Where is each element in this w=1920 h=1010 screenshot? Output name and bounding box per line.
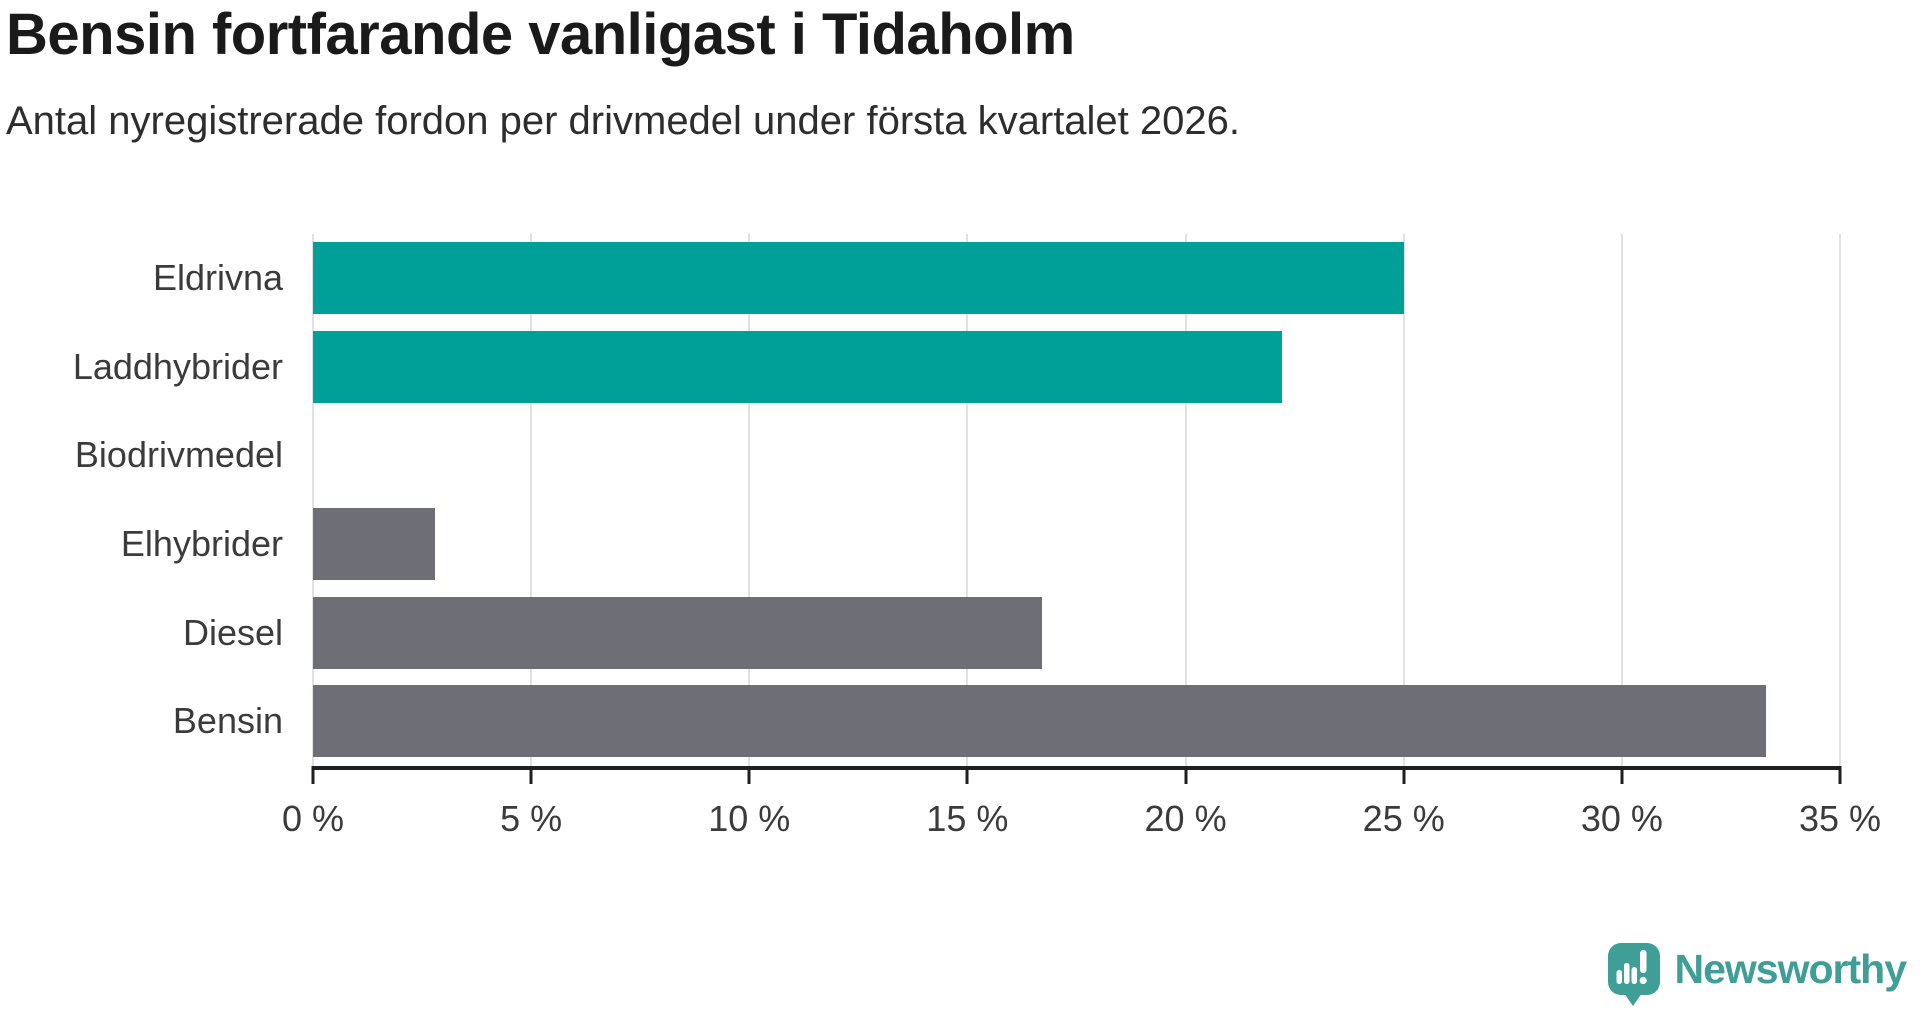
x-axis-line <box>313 765 1840 770</box>
bar-track <box>313 419 1840 491</box>
axis-tick-label: 5 % <box>500 797 563 839</box>
chart-rows: Eldrivna Laddhybrider Biodrivmedel Elhybrid… <box>0 234 1920 766</box>
gridline <box>1620 234 1623 766</box>
axis-tick-label: 30 % <box>1580 797 1663 839</box>
chart-row: Biodrivmedel <box>0 411 1920 500</box>
chart-row: Bensin <box>0 677 1920 766</box>
axis-tick <box>1838 765 1842 784</box>
axis-tick-label: 20 % <box>1144 797 1227 839</box>
gridline <box>748 234 751 766</box>
category-label-elhybrider: Elhybrider <box>120 523 283 565</box>
category-label-eldrivna: Eldrivna <box>152 257 283 299</box>
bar-track <box>313 242 1840 315</box>
category-label-diesel: Diesel <box>182 611 283 653</box>
axis-tick <box>1620 765 1624 784</box>
bar-track <box>313 596 1840 669</box>
axis-tick <box>1184 765 1188 784</box>
gridline <box>966 234 969 766</box>
newsworthy-speech-bubble-chart-icon <box>1607 943 1660 1006</box>
axis-tick <box>311 765 315 784</box>
category-label-bensin: Bensin <box>172 700 283 742</box>
chart-row: Diesel <box>0 588 1920 677</box>
gridline <box>312 234 314 766</box>
axis-tick-label: 35 % <box>1798 797 1882 839</box>
gridline <box>530 234 533 766</box>
newsworthy-logo-text: Newsworthy <box>1674 946 1907 992</box>
gridline <box>1402 234 1405 766</box>
axis-tick <box>529 765 533 784</box>
chart-row: Eldrivna <box>0 234 1920 323</box>
bar-elhybrider <box>313 508 436 581</box>
axis-tick <box>747 765 751 784</box>
newsworthy-logo: Newsworthy <box>1607 943 1907 1007</box>
bar-bensin <box>313 685 1766 758</box>
chart-row: Elhybrider <box>0 500 1920 589</box>
bar-track <box>313 508 1840 581</box>
chart-row: Laddhybrider <box>0 323 1920 412</box>
axis-tick-label: 10 % <box>708 797 791 839</box>
bar-track <box>313 685 1840 758</box>
axis-tick <box>1402 765 1406 784</box>
bar-chart: Eldrivna Laddhybrider Biodrivmedel Elhybrid… <box>0 234 1920 876</box>
chart-subtitle: Antal nyregistrerade fordon per drivmede… <box>6 98 1241 143</box>
bar-laddhybrider <box>313 330 1282 403</box>
gridline <box>1184 234 1187 766</box>
axis-tick-label: 25 % <box>1362 797 1445 839</box>
chart-header: Bensin fortfarande vanligast i Tidaholm … <box>6 2 1914 145</box>
axis-tick-label: 15 % <box>926 797 1009 839</box>
category-label-laddhybrider: Laddhybrider <box>72 345 283 387</box>
bar-track <box>313 330 1840 403</box>
chart-title: Bensin fortfarande vanligast i Tidaholm <box>6 2 1075 67</box>
gridlines <box>312 234 1841 766</box>
axis-tick-label: 0 % <box>281 797 345 839</box>
gridline <box>1839 234 1841 766</box>
bar-diesel <box>313 596 1042 669</box>
category-label-biodrivmedel: Biodrivmedel <box>74 434 283 476</box>
x-axis: 0 % 5 % 10 % 15 % 20 % 25 % 30 % 35 % <box>282 765 1881 876</box>
bar-eldrivna <box>313 242 1404 315</box>
axis-tick <box>965 765 969 784</box>
